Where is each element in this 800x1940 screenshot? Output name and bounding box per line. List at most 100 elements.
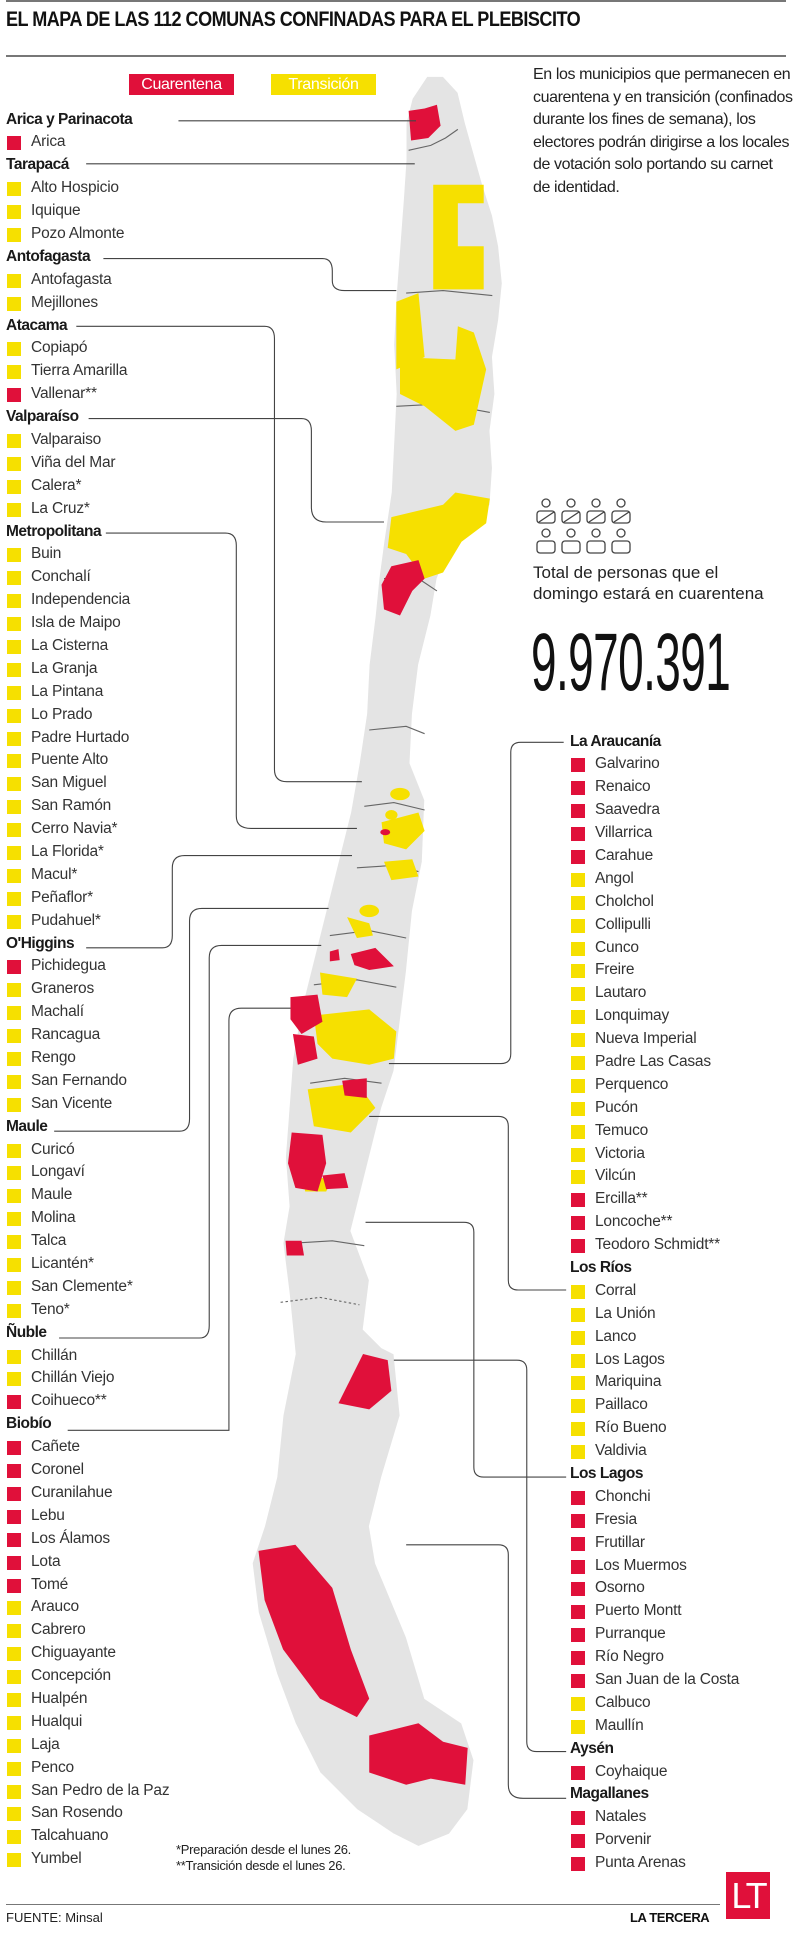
commune-name: Peñaflor* bbox=[31, 888, 93, 906]
commune-name: Cañete bbox=[31, 1438, 80, 1456]
brand-name: LA TERCERA bbox=[630, 1910, 710, 1925]
region-header: Biobío bbox=[6, 1415, 52, 1433]
transition-marker bbox=[7, 502, 21, 517]
commune-name: San Juan de la Costa bbox=[595, 1671, 740, 1689]
connector-magallanes bbox=[406, 1544, 567, 1799]
commune-name: Chillán Viejo bbox=[31, 1369, 115, 1387]
commune-name: Los Lagos bbox=[595, 1350, 665, 1368]
commune-name: Penco bbox=[31, 1758, 74, 1776]
commune-item: Talca bbox=[6, 1230, 132, 1253]
commune-name: Temuco bbox=[595, 1121, 649, 1139]
connector-araucania bbox=[388, 741, 564, 1065]
commune-name: Chillán bbox=[31, 1346, 77, 1364]
commune-name: Curanilahue bbox=[31, 1483, 113, 1501]
region-header: O'Higgins bbox=[6, 934, 75, 952]
commune-item: Pichidegua bbox=[6, 955, 132, 978]
brand-logo: LT bbox=[726, 1872, 770, 1919]
transition-marker bbox=[571, 1055, 585, 1070]
transition-marker bbox=[7, 1670, 21, 1685]
top-rule bbox=[6, 0, 786, 2]
commune-name: Perquenco bbox=[595, 1075, 669, 1093]
commune-name: Renaico bbox=[595, 778, 651, 796]
commune-name: Arauco bbox=[31, 1598, 79, 1616]
quarantine-marker bbox=[571, 1811, 585, 1826]
transition-marker bbox=[571, 1399, 585, 1414]
commune-name: Rengo bbox=[31, 1049, 76, 1067]
commune-name: San Miguel bbox=[31, 774, 107, 792]
quarantine-marker bbox=[7, 1509, 21, 1524]
transition-marker bbox=[7, 777, 21, 792]
commune-name: Teno* bbox=[31, 1300, 70, 1318]
transition-marker bbox=[571, 1147, 585, 1162]
commune-item: Valdivia bbox=[570, 1440, 661, 1463]
commune-name: Lanco bbox=[595, 1327, 637, 1345]
transition-marker bbox=[7, 1830, 21, 1845]
commune-item: San Juan de la Costa bbox=[570, 1669, 739, 1692]
commune-name: Paillaco bbox=[595, 1396, 648, 1414]
commune-name: Longaví bbox=[31, 1163, 85, 1181]
commune-name: Valdivia bbox=[595, 1442, 647, 1460]
commune-item: Arica bbox=[6, 131, 132, 154]
transition-marker bbox=[7, 1807, 21, 1822]
commune-item: Cabrero bbox=[6, 1619, 132, 1642]
commune-item: Pucón bbox=[570, 1097, 661, 1120]
transition-marker bbox=[7, 1143, 21, 1158]
commune-name: Hualqui bbox=[31, 1712, 83, 1730]
commune-item: Buin bbox=[6, 543, 132, 566]
commune-item: Calera* bbox=[6, 475, 132, 498]
commune-item: Coihueco** bbox=[6, 1390, 132, 1413]
quarantine-marker bbox=[571, 1513, 585, 1528]
transition-marker bbox=[7, 433, 21, 448]
region-header: Atacama bbox=[6, 316, 68, 334]
commune-item: Paillaco bbox=[570, 1394, 661, 1417]
commune-name: La Cruz* bbox=[31, 499, 90, 517]
person-icon bbox=[536, 528, 556, 554]
transition-marker bbox=[571, 1010, 585, 1025]
transition-marker bbox=[7, 571, 21, 586]
connector-biobio bbox=[67, 1007, 291, 1431]
right-commune-list: La Araucanía Galvarino Renaico Saavedra Vill… bbox=[570, 731, 739, 1876]
commune-name: Cerro Navia* bbox=[31, 820, 118, 838]
area-coyhaique bbox=[338, 1354, 392, 1410]
commune-name: Vilcún bbox=[595, 1167, 636, 1185]
commune-item: Calbuco bbox=[570, 1692, 661, 1715]
connector-metropolitana bbox=[105, 532, 357, 830]
transition-marker bbox=[7, 548, 21, 563]
quarantine-marker bbox=[7, 136, 21, 151]
region-header: Tarapacá bbox=[6, 156, 69, 174]
commune-item: Curicó bbox=[6, 1139, 132, 1162]
commune-item: Yumbel bbox=[6, 1848, 132, 1871]
quarantine-marker bbox=[7, 1464, 21, 1479]
commune-name: Angol bbox=[595, 869, 634, 887]
commune-name: Conchalí bbox=[31, 568, 91, 586]
commune-item: Mejillones bbox=[6, 292, 132, 315]
transition-marker bbox=[7, 1715, 21, 1730]
transition-marker bbox=[7, 1601, 21, 1616]
source-text: FUENTE: Minsal bbox=[6, 1910, 103, 1925]
commune-item: Pozo Almonte bbox=[6, 223, 132, 246]
person-icon bbox=[586, 528, 606, 554]
transition-marker bbox=[7, 456, 21, 471]
quarantine-marker bbox=[571, 1536, 585, 1551]
commune-name: Fresia bbox=[595, 1510, 637, 1528]
commune-item: Loncoche** bbox=[570, 1211, 672, 1234]
commune-name: Lota bbox=[31, 1552, 61, 1570]
transition-marker bbox=[7, 1692, 21, 1707]
commune-item: Perquenco bbox=[570, 1074, 668, 1097]
transition-marker bbox=[571, 1101, 585, 1116]
commune-name: San Rosendo bbox=[31, 1804, 123, 1822]
commune-item: Vilcún bbox=[570, 1165, 661, 1188]
commune-name: Tierra Amarilla bbox=[31, 362, 128, 380]
quarantine-marker bbox=[7, 1486, 21, 1501]
commune-item: La Pintana bbox=[6, 681, 132, 704]
commune-name: Maullín bbox=[595, 1716, 644, 1734]
quarantine-marker bbox=[571, 849, 585, 864]
commune-item: Viña del Mar bbox=[6, 452, 132, 475]
transition-marker bbox=[7, 685, 21, 700]
commune-name: Galvarino bbox=[595, 755, 660, 773]
commune-item: Iquique bbox=[6, 200, 132, 223]
area-tarapaca bbox=[433, 184, 484, 290]
quarantine-marker bbox=[571, 1651, 585, 1666]
commune-name: Maule bbox=[31, 1186, 73, 1204]
commune-item: Rengo bbox=[6, 1047, 132, 1070]
